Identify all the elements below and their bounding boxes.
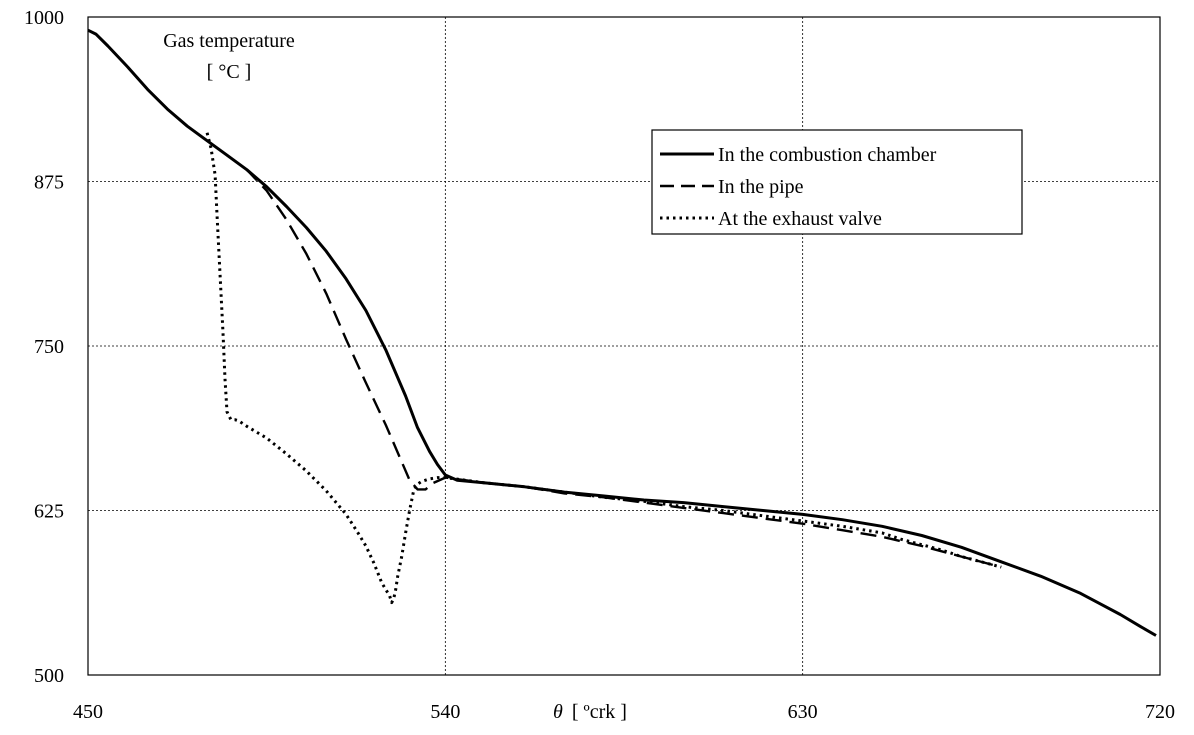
legend-label-pipe: In the pipe	[718, 176, 804, 198]
legend-label-combustion-chamber: In the combustion chamber	[718, 144, 937, 166]
series-line-dotted	[205, 132, 1002, 605]
x-tick-720: 720	[1145, 701, 1175, 723]
y-tick-500: 500	[34, 665, 64, 687]
x-tick-labels: 450 540 630 720	[73, 701, 1175, 723]
x-axis-label: θ [ ºcrk ]	[553, 701, 627, 723]
chart-title-unit: [ °C ]	[207, 61, 252, 83]
grid-lines	[88, 17, 1160, 675]
y-tick-625: 625	[34, 501, 64, 523]
x-tick-450: 450	[73, 701, 103, 723]
y-tick-labels: 500 625 750 875 1000	[24, 7, 64, 687]
y-tick-1000: 1000	[24, 7, 64, 29]
x-axis-unit: [ ºcrk ]	[572, 701, 627, 723]
y-tick-750: 750	[34, 336, 64, 358]
x-axis-symbol: θ	[553, 701, 563, 723]
x-tick-630: 630	[788, 701, 818, 723]
x-tick-540: 540	[430, 701, 460, 723]
y-tick-875: 875	[34, 172, 64, 194]
plot-area-border	[87, 16, 1161, 676]
legend-box	[651, 129, 1023, 235]
series-lines	[87, 28, 1157, 637]
chart-title: Gas temperature	[163, 30, 295, 52]
legend: In the combustion chamber In the pipe At…	[651, 129, 1023, 235]
legend-label-exhaust-valve: At the exhaust valve	[718, 208, 882, 230]
series-line-solid	[87, 28, 1157, 637]
